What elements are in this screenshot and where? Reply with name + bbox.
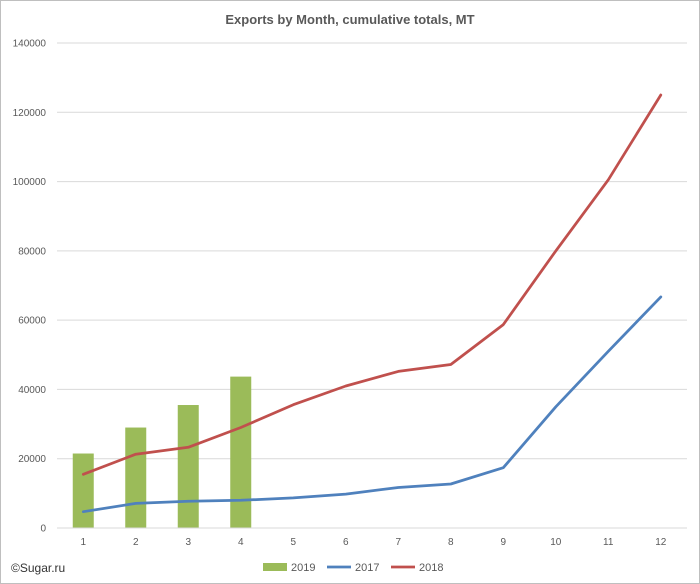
chart-title: Exports by Month, cumulative totals, MT: [225, 12, 474, 27]
x-tick-label: 6: [343, 537, 349, 548]
x-tick-label: 4: [238, 537, 244, 548]
y-tick-label: 140000: [13, 39, 47, 50]
y-tick-label: 60000: [18, 316, 46, 327]
legend: 2019 2017 2018: [263, 562, 443, 574]
x-tick-label: 2: [133, 537, 139, 548]
bar-2019-month-2: [125, 427, 147, 528]
y-tick-label: 80000: [18, 246, 46, 257]
bar-2019-month-4: [230, 376, 252, 528]
y-tick-label: 20000: [18, 454, 46, 465]
bar-series-2019: [72, 376, 252, 528]
x-tick-label: 3: [185, 537, 191, 548]
x-tick-label: 10: [550, 537, 562, 548]
legend-label-2018: 2018: [419, 562, 443, 574]
x-tick-label: 8: [448, 537, 454, 548]
x-tick-label: 5: [290, 537, 296, 548]
legend-swatch-2019: [263, 563, 287, 571]
bar-2019-month-1: [72, 453, 94, 528]
y-tick-label: 0: [40, 524, 46, 535]
legend-label-2017: 2017: [355, 562, 379, 574]
sugar-credit: ©Sugar.ru: [11, 561, 65, 575]
gridlines: [57, 42, 687, 460]
y-tick-label: 40000: [18, 385, 46, 396]
x-tick-label: 7: [395, 537, 401, 548]
x-tick-label: 11: [603, 537, 614, 548]
bar-2019-month-3: [177, 405, 199, 528]
legend-label-2019: 2019: [291, 562, 315, 574]
y-axis-tick-labels: 0 20000 40000 60000 80000 100000 120000 140000: [13, 39, 47, 535]
y-tick-label: 120000: [13, 108, 47, 119]
line-series: [81, 93, 663, 514]
line-series-2018: [81, 93, 663, 476]
x-tick-label: 12: [655, 537, 667, 548]
line-series-2017: [81, 295, 663, 514]
x-axis-tick-labels: 1 2 3 4 5 6 7 8 9 10 11 12: [80, 537, 666, 548]
y-tick-label: 100000: [13, 177, 47, 188]
x-tick-label: 9: [500, 537, 506, 548]
x-tick-label: 1: [80, 537, 86, 548]
